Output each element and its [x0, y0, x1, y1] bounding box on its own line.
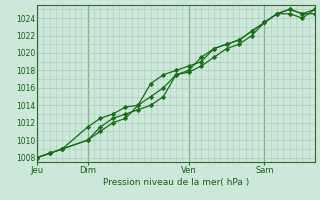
X-axis label: Pression niveau de la mer( hPa ): Pression niveau de la mer( hPa ): [103, 178, 249, 187]
